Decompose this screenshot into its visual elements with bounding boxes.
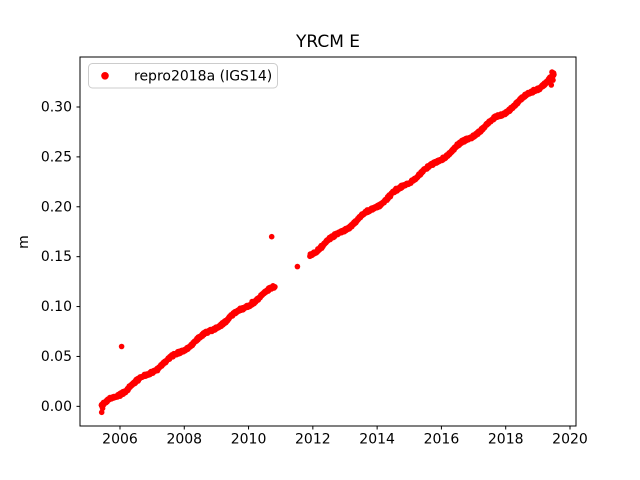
outlier-point <box>548 82 555 88</box>
data-point <box>272 284 278 290</box>
outlier-point <box>294 263 301 270</box>
outlier-point <box>118 343 125 350</box>
legend: repro2018a (IGS14) <box>88 63 278 89</box>
chart-title: YRCM E <box>295 32 360 52</box>
x-tick-label: 2012 <box>295 432 331 448</box>
y-tick-label: 0.25 <box>41 149 72 165</box>
outlier-point <box>268 233 275 240</box>
x-tick-label: 2014 <box>359 432 395 448</box>
x-tick-label: 2016 <box>424 432 460 448</box>
y-tick-label: 0.20 <box>41 199 72 215</box>
x-tick-label: 2018 <box>488 432 524 448</box>
x-tick-label: 2010 <box>231 432 267 448</box>
x-tick-label: 2008 <box>166 432 202 448</box>
y-tick-label: 0.15 <box>41 249 72 265</box>
y-axis: 0.00 0.05 0.10 0.15 0.20 0.25 0.30 <box>41 99 80 415</box>
legend-border <box>88 63 278 89</box>
y-axis-label: m <box>16 235 32 249</box>
y-tick-label: 0.05 <box>41 349 72 365</box>
scatter-layer <box>98 69 557 416</box>
x-tick-label: 2006 <box>102 432 138 448</box>
plot-border <box>79 56 577 427</box>
x-tick-label: 2020 <box>552 432 588 448</box>
x-axis: 2006 2008 2010 2012 2014 2016 2018 2020 <box>102 426 588 448</box>
y-tick-label: 0.30 <box>41 99 72 115</box>
outlier-point <box>100 399 107 406</box>
outlier-point <box>99 405 106 412</box>
outlier-point <box>550 77 556 83</box>
legend-label: repro2018a (IGS14) <box>134 69 272 85</box>
legend-marker-icon <box>101 72 109 80</box>
y-tick-label: 0.10 <box>41 299 72 315</box>
outlier-point <box>550 70 557 76</box>
outlier-point <box>249 298 255 305</box>
y-tick-label: 0.00 <box>41 399 72 415</box>
